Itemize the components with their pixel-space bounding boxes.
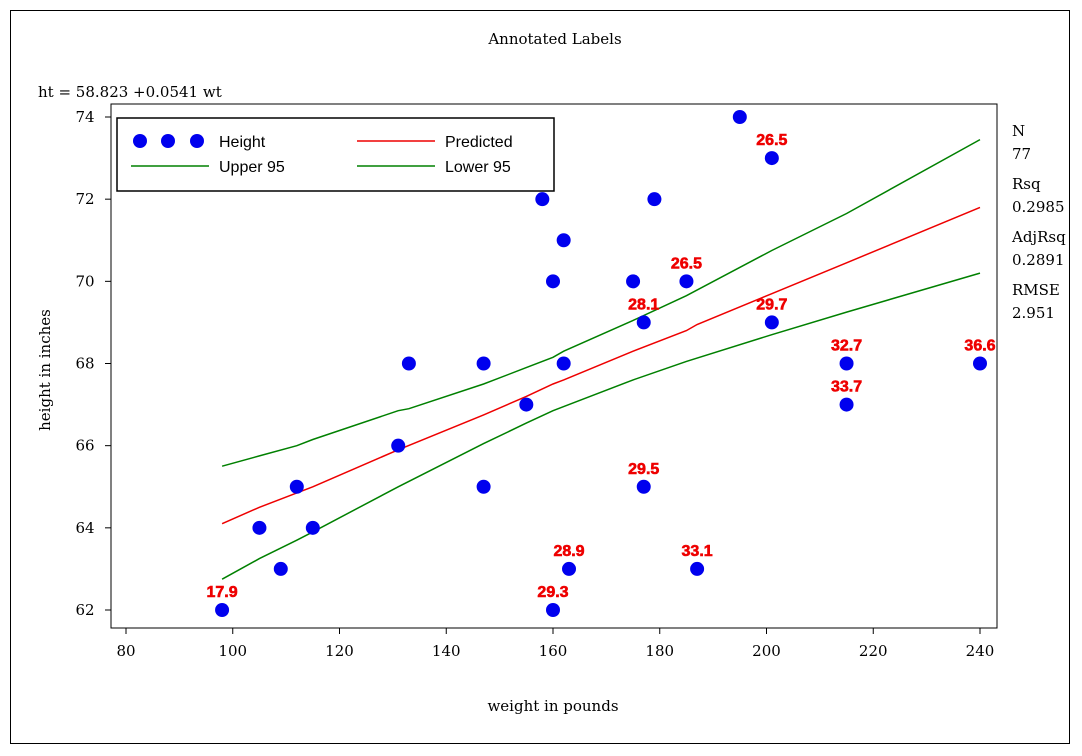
- stat-value-n: 77: [1012, 145, 1031, 163]
- height-point: [626, 274, 641, 289]
- height-points: [215, 110, 987, 617]
- height-point: [305, 520, 320, 535]
- legend-marker-icon: [161, 134, 175, 148]
- height-point: [562, 561, 577, 576]
- height-point: [476, 356, 491, 371]
- y-tick-label: 72: [75, 190, 94, 208]
- x-tick-label: 180: [645, 642, 674, 660]
- series-lines: [221, 138, 981, 580]
- height-point: [556, 233, 571, 248]
- plot-area: [110, 103, 998, 629]
- legend: Height Predicted Upper 95 Lower 95: [116, 117, 555, 192]
- stat-label-n: N: [1012, 122, 1025, 140]
- height-point: [556, 356, 571, 371]
- legend-label-height: Height: [219, 134, 266, 151]
- y-tick-label: 68: [75, 355, 94, 373]
- height-point: [690, 561, 705, 576]
- regression-equation: ht = 58.823 +0.0541 wt: [38, 83, 222, 101]
- stat-label-adjrsq: AdjRsq: [1011, 228, 1066, 246]
- stat-label-rmse: RMSE: [1012, 281, 1060, 299]
- stat-value-adjrsq: 0.2891: [1012, 251, 1065, 269]
- x-tick-label: 120: [325, 642, 354, 660]
- x-tick-label: 100: [218, 642, 247, 660]
- y-tick-label: 66: [75, 437, 94, 455]
- legend-box: [116, 117, 555, 192]
- height-point: [401, 356, 416, 371]
- stat-value-rsq: 0.2985: [1012, 198, 1065, 216]
- x-tick-label: 200: [752, 642, 781, 660]
- x-tick-label: 140: [432, 642, 461, 660]
- stat-value-rmse: 2.951: [1012, 304, 1055, 322]
- point-label: 26.5: [756, 132, 787, 149]
- y-tick-label: 70: [75, 272, 94, 290]
- height-point: [273, 561, 288, 576]
- x-axis-ticks: 80 100 120 140 160 180 200 220 240: [116, 628, 994, 660]
- x-tick-label: 160: [539, 642, 568, 660]
- height-point: [839, 356, 854, 371]
- point-label: 26.5: [671, 255, 702, 272]
- point-label: 33.7: [831, 379, 862, 396]
- y-tick-label: 74: [75, 108, 94, 126]
- y-tick-label: 64: [75, 519, 94, 537]
- upper-95-line: [221, 138, 981, 467]
- height-point: [764, 151, 779, 166]
- lower-95-line: [221, 272, 981, 580]
- height-point: [252, 520, 267, 535]
- point-label: 36.6: [964, 338, 995, 355]
- y-axis-label: height in inches: [36, 309, 54, 431]
- height-point: [973, 356, 987, 371]
- height-point: [636, 479, 651, 494]
- fit-statistics: N 77 Rsq 0.2985 AdjRsq 0.2891 RMSE 2.951: [1011, 122, 1066, 322]
- height-point: [647, 192, 662, 207]
- height-point: [546, 603, 560, 617]
- point-label: 17.9: [207, 584, 238, 601]
- height-point: [215, 603, 230, 617]
- point-label: 28.9: [553, 543, 584, 560]
- point-label: 29.5: [628, 461, 659, 478]
- height-point: [679, 274, 694, 289]
- height-point: [519, 397, 534, 412]
- y-axis-ticks: 62 64 66 68 70 72 74: [75, 108, 111, 619]
- height-point: [732, 110, 747, 124]
- legend-marker-icon: [133, 134, 147, 148]
- x-tick-label: 240: [966, 642, 995, 660]
- x-axis-label: weight in pounds: [487, 697, 618, 715]
- legend-label-upper-95: Upper 95: [219, 159, 285, 176]
- legend-label-lower-95: Lower 95: [445, 159, 511, 176]
- legend-label-predicted: Predicted: [445, 134, 513, 151]
- point-label: 29.3: [537, 584, 568, 601]
- y-tick-label: 62: [75, 601, 94, 619]
- height-point: [636, 315, 651, 330]
- point-label: 29.7: [756, 296, 787, 313]
- height-point: [764, 315, 779, 330]
- x-tick-label: 80: [116, 642, 135, 660]
- x-tick-label: 220: [859, 642, 888, 660]
- height-point: [839, 397, 854, 412]
- point-label: 33.1: [682, 543, 713, 560]
- point-label: 32.7: [831, 338, 862, 355]
- height-point: [546, 274, 560, 289]
- height-point: [289, 479, 304, 494]
- height-point: [476, 479, 491, 494]
- predicted-line: [221, 206, 981, 525]
- height-point: [535, 192, 550, 207]
- stat-label-rsq: Rsq: [1012, 175, 1041, 193]
- point-label: 28.1: [628, 296, 659, 313]
- chart-title: Annotated Labels: [487, 30, 621, 48]
- legend-marker-icon: [190, 134, 204, 148]
- point-labels: 17.9 29.3 28.9 28.1 29.5 26.5 33.1 26.5 29.7 32.7…: [206, 132, 996, 602]
- height-point: [391, 438, 406, 453]
